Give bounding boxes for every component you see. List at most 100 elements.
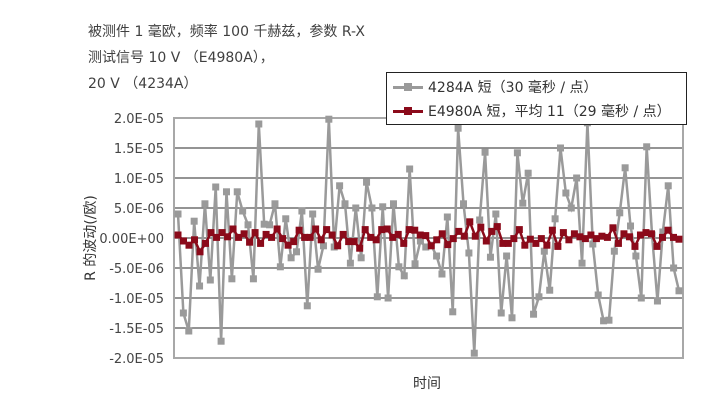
x-axis-label: 时间 [413,376,441,392]
data-point [609,224,617,232]
data-point [653,297,661,305]
legend-gray-marker-icon [393,80,423,94]
data-point [530,310,538,318]
data-point [339,230,347,238]
legend-label: 4284A 短（30 毫秒 / 点） [428,80,598,96]
y-tick-label: -2.0E-05 [109,352,164,367]
data-point [573,174,581,182]
data-point [554,242,562,250]
legend: 4284A 短（30 毫秒 / 点） E4980A 短，平均 11（29 毫秒 … [386,72,687,125]
data-point [465,249,473,257]
data-point [224,233,232,241]
data-point [499,239,507,247]
data-point [470,349,478,357]
data-point [222,188,230,196]
data-point [303,302,311,310]
data-point [497,309,505,317]
data-point [675,235,683,243]
data-point [543,241,551,249]
data-point [460,200,468,208]
data-point [179,309,187,317]
data-point [471,232,479,240]
data-point [400,239,408,247]
data-point [659,228,667,236]
y-tick-label: 5.0E-06 [114,202,164,217]
data-point [482,237,490,245]
data-point [290,238,298,246]
data-point [323,226,331,234]
data-point [570,230,578,238]
data-point [206,276,214,284]
data-point [368,204,376,212]
data-point [493,223,501,231]
data-point [578,259,586,267]
data-point [207,229,215,237]
data-point [356,244,364,252]
data-point [383,225,391,233]
y-tick-label: 1.0E-05 [114,172,164,187]
data-point [621,164,629,172]
data-point [481,148,489,156]
data-point [565,236,573,244]
data-point [653,242,661,250]
data-point [454,124,462,132]
data-point [605,316,613,324]
data-point [600,317,608,325]
data-point [389,200,397,208]
data-point [405,226,413,234]
data-point [449,235,457,243]
data-point [350,238,358,246]
data-point [395,263,403,271]
y-tick-label: 1.5E-05 [114,142,164,157]
data-point [422,243,430,251]
y-tick-label: -1.0E-05 [109,292,164,307]
data-point [556,144,564,152]
data-point [246,238,254,246]
data-point [598,232,606,240]
data-point [587,231,595,239]
data-point [400,272,408,280]
data-point [282,215,290,223]
data-point [298,207,306,215]
data-point [627,222,635,230]
data-point [239,207,247,215]
data-point [631,242,639,250]
data-point [185,327,193,335]
data-point [620,230,628,238]
data-point [174,231,182,239]
data-point [675,287,683,295]
data-point [325,115,333,123]
data-point [642,229,650,237]
legend-red-marker-icon [393,104,423,118]
data-point [559,229,567,237]
data-point [510,235,518,243]
data-point [449,308,457,316]
y-tick-label: -5.0E-06 [109,262,164,277]
data-point [433,252,441,260]
data-point [535,293,543,301]
data-point [444,241,452,249]
data-point [293,248,301,256]
data-point [378,226,386,234]
data-point [257,239,265,247]
data-point [632,252,640,260]
data-point [460,232,468,240]
data-point [526,235,534,243]
data-point [394,230,402,238]
data-point [466,218,474,226]
data-point [411,260,419,268]
data-point [312,225,320,233]
data-point [477,223,485,231]
data-point [174,210,182,218]
data-point [532,239,540,247]
data-point [190,217,198,225]
data-point [658,233,666,241]
data-point [345,238,353,246]
y-axis-label: R 的波动(/欧) [83,195,99,281]
data-point [287,254,295,262]
data-point [328,231,336,239]
data-point [562,189,570,197]
y-tick-label: 2.0E-05 [114,112,164,127]
legend-item-4284a: 4284A 短（30 毫秒 / 点） [393,76,598,98]
data-point [438,270,446,278]
